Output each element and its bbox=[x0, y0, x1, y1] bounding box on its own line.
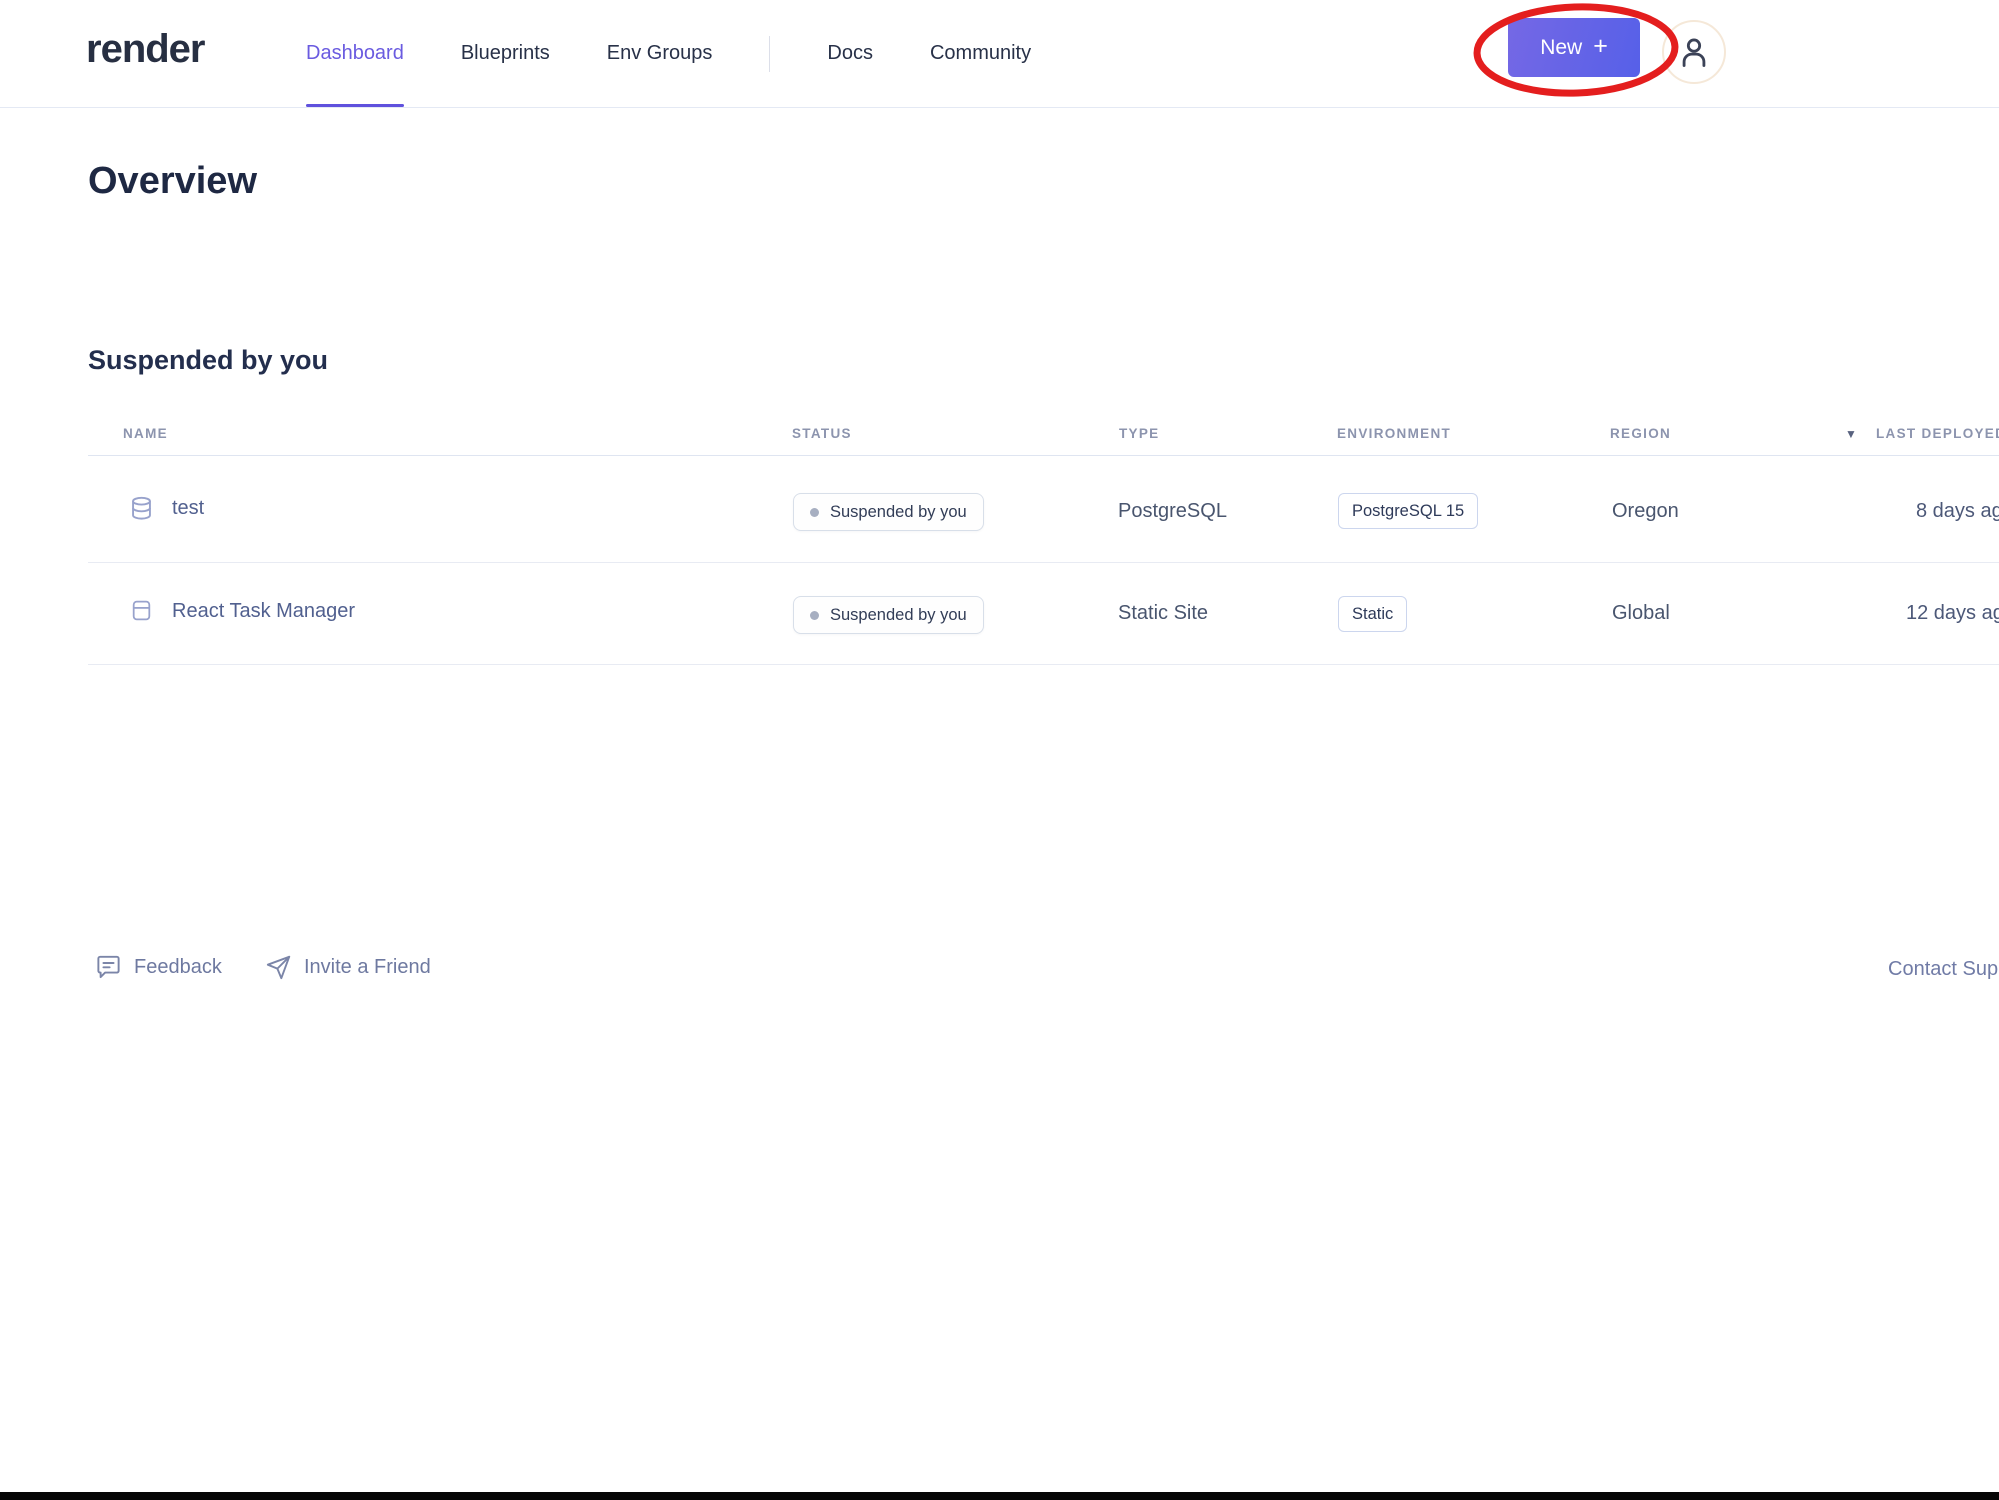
sort-desc-icon[interactable]: ▼ bbox=[1845, 427, 1857, 441]
last-deploy-value: 12 days ago bbox=[1906, 602, 1999, 624]
column-header-name[interactable]: NAME bbox=[123, 426, 168, 441]
nav-tab-blueprints-label: Blueprints bbox=[460, 42, 550, 64]
status-label: Suspended by you bbox=[830, 502, 967, 521]
table-header-divider bbox=[88, 455, 1999, 456]
service-region: Global bbox=[1612, 602, 1670, 624]
column-header-status[interactable]: STATUS bbox=[792, 426, 852, 441]
main-nav: Dashboard Blueprints Env Groups Docs Com… bbox=[306, 0, 1031, 107]
nav-link-docs-label: Docs bbox=[827, 42, 873, 64]
environment-badge: PostgreSQL 15 bbox=[1338, 493, 1479, 529]
nav-tab-dashboard-label: Dashboard bbox=[306, 42, 404, 64]
status-badge: Suspended by you bbox=[793, 493, 984, 531]
status-dot-icon bbox=[810, 610, 819, 620]
table-row-divider bbox=[88, 562, 1999, 563]
top-navigation-bar: render Dashboard Blueprints Env Groups D… bbox=[0, 0, 1999, 108]
status-badge: Suspended by you bbox=[793, 596, 984, 634]
paper-plane-icon bbox=[266, 955, 291, 980]
page-title: Overview bbox=[88, 160, 257, 202]
column-header-environment[interactable]: ENVIRONMENT bbox=[1337, 426, 1452, 441]
static-site-icon bbox=[132, 600, 151, 621]
plus-icon: + bbox=[1593, 32, 1608, 60]
nav-link-community-label: Community bbox=[929, 42, 1032, 64]
active-tab-underline bbox=[306, 104, 404, 107]
render-logo[interactable]: render bbox=[86, 27, 205, 71]
column-header-region[interactable]: REGION bbox=[1610, 426, 1672, 441]
feedback-label: Feedback bbox=[134, 956, 222, 978]
invite-friend-label: Invite a Friend bbox=[304, 956, 431, 978]
database-icon bbox=[132, 496, 151, 520]
person-icon bbox=[1682, 38, 1706, 67]
screenshot-bottom-edge bbox=[0, 1492, 1999, 1500]
nav-tab-blueprints[interactable]: Blueprints bbox=[461, 0, 550, 107]
nav-tab-env-groups[interactable]: Env Groups bbox=[607, 0, 713, 107]
nav-link-community[interactable]: Community bbox=[930, 0, 1031, 107]
status-label: Suspended by you bbox=[830, 605, 967, 624]
service-name-link[interactable]: React Task Manager bbox=[172, 600, 356, 622]
status-dot-icon bbox=[810, 507, 819, 517]
last-deploy-value: 8 days ago bbox=[1916, 500, 1999, 522]
section-heading: Suspended by you bbox=[88, 345, 329, 375]
column-header-last-deploy[interactable]: LAST DEPLOYED bbox=[1876, 426, 1999, 441]
nav-tab-dashboard[interactable]: Dashboard bbox=[306, 0, 404, 107]
invite-friend-link[interactable]: Invite a Friend bbox=[265, 954, 431, 981]
service-region: Oregon bbox=[1612, 500, 1679, 522]
feedback-link[interactable]: Feedback bbox=[95, 954, 222, 981]
new-button-label: New bbox=[1540, 35, 1583, 59]
new-button[interactable]: New + bbox=[1508, 18, 1640, 77]
nav-divider bbox=[769, 35, 771, 72]
contact-support-link[interactable]: Contact Support bbox=[1888, 958, 1999, 980]
user-avatar-button[interactable] bbox=[1662, 20, 1726, 84]
environment-badge: Static bbox=[1338, 596, 1408, 632]
feedback-chat-icon bbox=[97, 955, 120, 979]
service-name-link[interactable]: test bbox=[172, 497, 205, 519]
nav-tab-env-groups-label: Env Groups bbox=[606, 42, 713, 64]
table-row-divider bbox=[88, 664, 1999, 665]
service-type: Static Site bbox=[1118, 602, 1209, 624]
column-header-type[interactable]: TYPE bbox=[1119, 426, 1160, 441]
nav-link-docs[interactable]: Docs bbox=[827, 0, 873, 107]
service-type: PostgreSQL bbox=[1118, 500, 1227, 522]
